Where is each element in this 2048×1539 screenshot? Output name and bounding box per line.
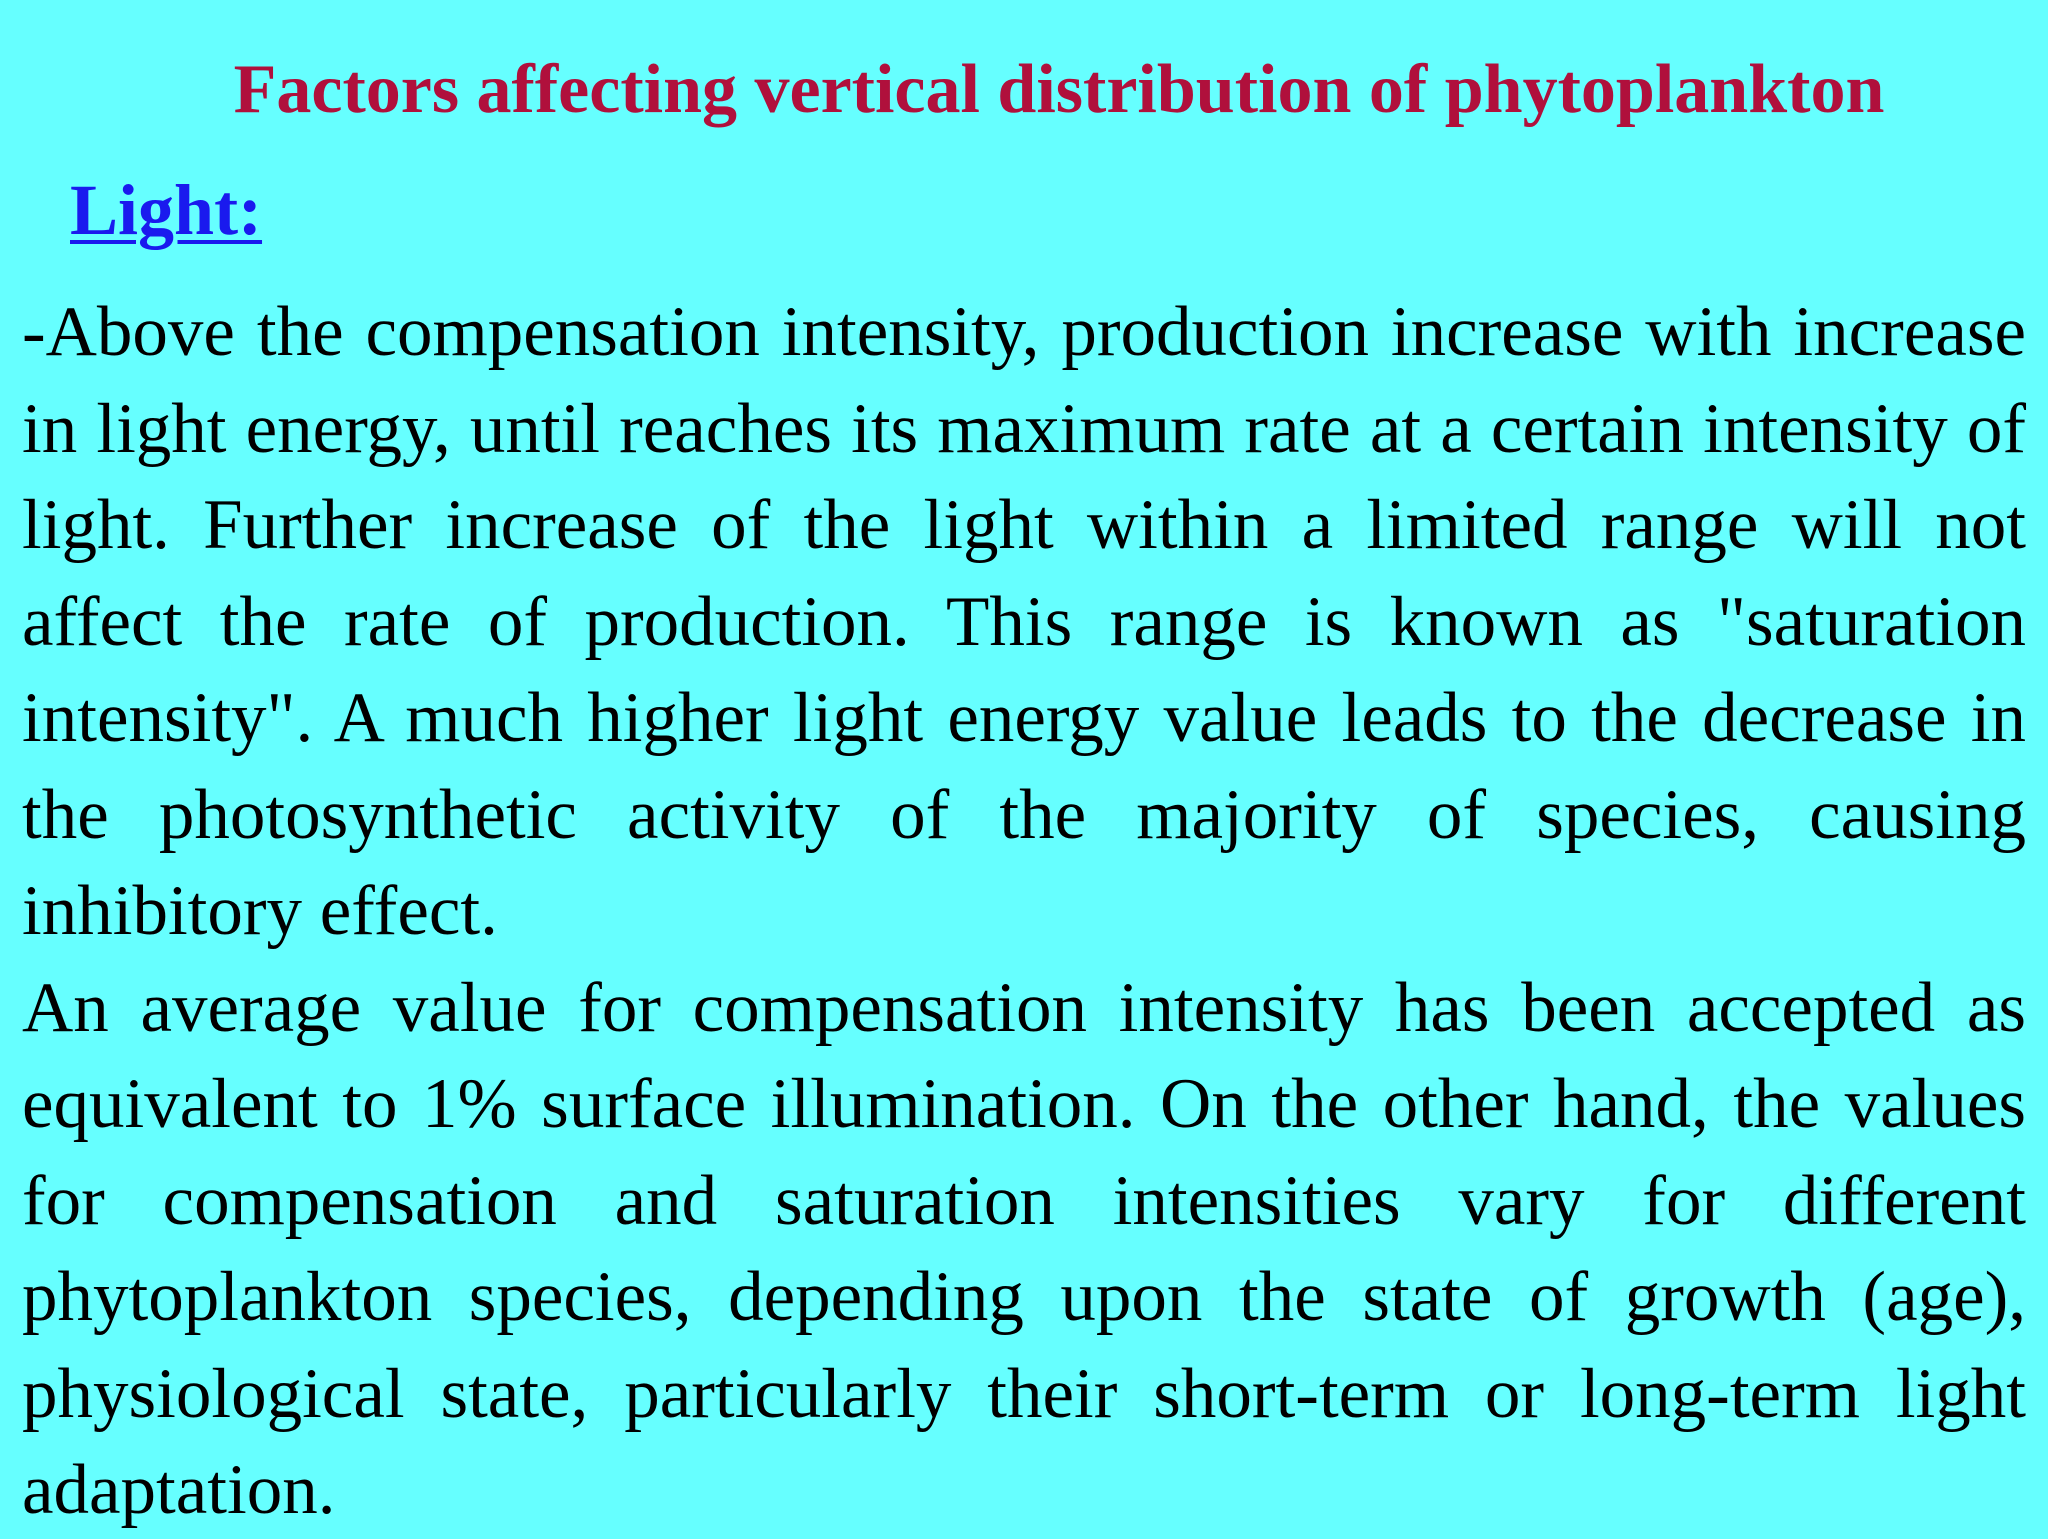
section-heading-light: Light: (70, 170, 263, 250)
body-paragraph: An average value for compensation intens… (22, 968, 2026, 1530)
body-paragraph: -Above the compensation intensity, produ… (22, 293, 2026, 950)
slide-title: Factors affecting vertical distribution … (233, 51, 1885, 128)
